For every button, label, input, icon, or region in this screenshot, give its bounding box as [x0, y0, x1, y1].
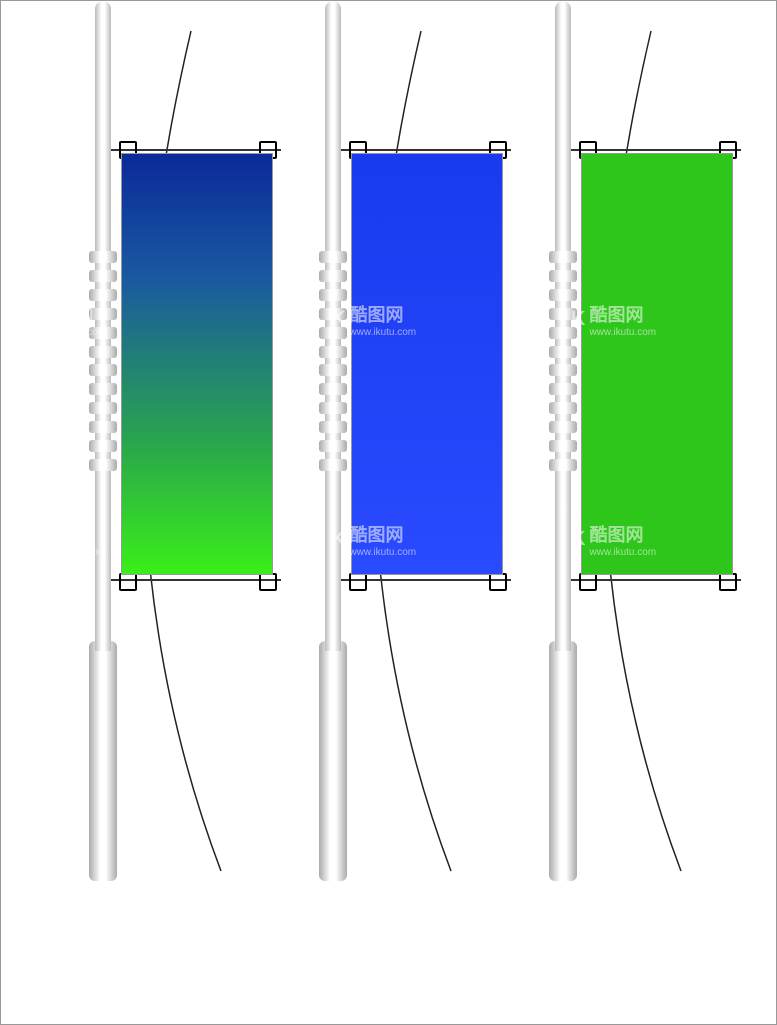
- rib: [319, 421, 347, 433]
- watermark: K酷图网 www.ikutu.com: [571, 521, 656, 558]
- flagpole-unit-2: [291, 1, 521, 1025]
- flag-banner-2: [351, 153, 503, 575]
- watermark-title: 酷图网: [39, 305, 93, 325]
- pole-ribs: [549, 251, 577, 471]
- rib: [89, 346, 117, 358]
- rib: [89, 383, 117, 395]
- bracket-hook: [579, 573, 597, 591]
- rib: [319, 251, 347, 263]
- flag-banner-3: [581, 153, 733, 575]
- pole-base: [89, 641, 117, 881]
- watermark: K酷图网 www.ikutu.com: [21, 521, 106, 558]
- rib: [549, 440, 577, 452]
- rib: [549, 383, 577, 395]
- rib: [89, 289, 117, 301]
- watermark: K酷图网 www.ikutu.com: [331, 301, 416, 338]
- watermark-title: 酷图网: [39, 525, 93, 545]
- rib: [549, 402, 577, 414]
- pole-base: [549, 641, 577, 881]
- rib: [319, 289, 347, 301]
- watermark-text-block: 酷图网 www.ikutu.com: [39, 301, 106, 338]
- rib: [89, 459, 117, 471]
- rib: [89, 364, 117, 376]
- watermark-url: www.ikutu.com: [589, 327, 656, 338]
- flag-banner-1: [121, 153, 273, 575]
- watermark: K酷图网 www.ikutu.com: [21, 301, 106, 338]
- watermark: K酷图网 www.ikutu.com: [331, 521, 416, 558]
- flagpole-unit-1: [61, 1, 291, 1025]
- rib: [319, 402, 347, 414]
- rib: [549, 289, 577, 301]
- rib: [319, 270, 347, 282]
- flagpole-unit-3: [521, 1, 751, 1025]
- watermark-logo-icon: K: [21, 528, 35, 551]
- watermark-text-block: 酷图网 www.ikutu.com: [589, 301, 656, 338]
- rib: [549, 421, 577, 433]
- rib: [549, 364, 577, 376]
- watermark: K酷图网 www.ikutu.com: [571, 301, 656, 338]
- bracket-hook: [259, 573, 277, 591]
- rib: [89, 440, 117, 452]
- rib: [319, 459, 347, 471]
- watermark-url: www.ikutu.com: [349, 327, 416, 338]
- watermark-logo-icon: K: [331, 308, 345, 331]
- rib: [549, 346, 577, 358]
- watermark-text-block: 酷图网 www.ikutu.com: [39, 521, 106, 558]
- watermark-url: www.ikutu.com: [349, 547, 416, 558]
- watermark-logo-icon: K: [21, 308, 35, 331]
- rib: [89, 402, 117, 414]
- watermark-text-block: 酷图网 www.ikutu.com: [349, 521, 416, 558]
- watermark-title: 酷图网: [349, 525, 403, 545]
- rib: [319, 440, 347, 452]
- rib: [89, 251, 117, 263]
- rib: [549, 459, 577, 471]
- rib: [319, 346, 347, 358]
- rib: [319, 364, 347, 376]
- bracket-hook: [349, 573, 367, 591]
- bracket-hook: [489, 573, 507, 591]
- watermark-logo-icon: K: [571, 308, 585, 331]
- watermark-title: 酷图网: [589, 305, 643, 325]
- watermark-url: www.ikutu.com: [589, 547, 656, 558]
- watermark-logo-icon: K: [571, 528, 585, 551]
- watermark-title: 酷图网: [349, 305, 403, 325]
- rib: [89, 270, 117, 282]
- rib: [549, 251, 577, 263]
- watermark-text-block: 酷图网 www.ikutu.com: [349, 301, 416, 338]
- watermark-text-block: 酷图网 www.ikutu.com: [589, 521, 656, 558]
- watermark-url: www.ikutu.com: [39, 327, 106, 338]
- pole-ribs: [319, 251, 347, 471]
- pole-base: [319, 641, 347, 881]
- bracket-hook: [719, 573, 737, 591]
- pole-ribs: [89, 251, 117, 471]
- rib: [549, 270, 577, 282]
- design-canvas: K酷图网www.ikutu.comK酷图网www.ikutu.comK酷图网ww…: [0, 0, 777, 1025]
- rib: [319, 383, 347, 395]
- watermark-url: www.ikutu.com: [39, 547, 106, 558]
- watermark-logo-icon: K: [331, 528, 345, 551]
- watermark-title: 酷图网: [589, 525, 643, 545]
- bracket-hook: [119, 573, 137, 591]
- rib: [89, 421, 117, 433]
